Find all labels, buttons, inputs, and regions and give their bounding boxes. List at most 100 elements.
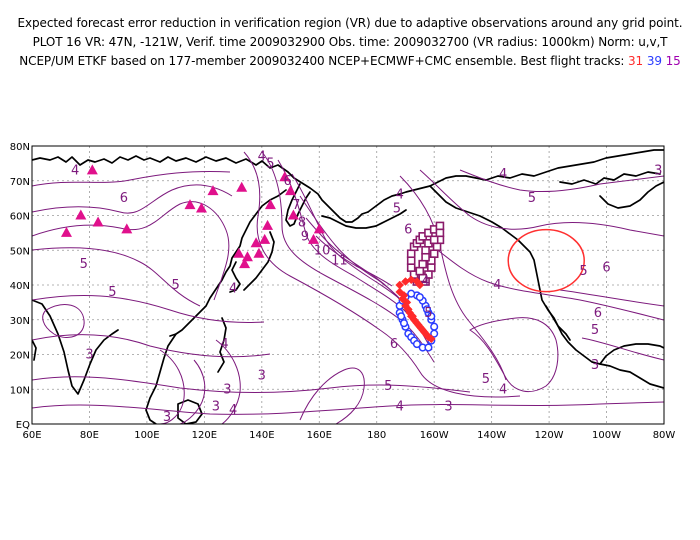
contour-label: 4 (71, 163, 79, 178)
coast-korea (229, 261, 241, 293)
contour-line (32, 294, 265, 323)
raob-triangle (313, 223, 325, 234)
track-red-marker (402, 298, 412, 307)
lon-tick-label: 160W (420, 430, 449, 441)
contour-label: 6 (120, 191, 128, 206)
lon-tick-label: 60E (22, 430, 41, 441)
header-line-1: Expected forecast error reduction in ver… (17, 16, 683, 30)
raob-triangle (287, 209, 299, 220)
contour-label: 10 (314, 243, 331, 258)
track-purple-marker (432, 242, 442, 252)
contour-line (429, 243, 664, 321)
track-purple-marker (429, 249, 439, 259)
contour-line (419, 169, 664, 237)
contour-label: 5 (266, 156, 274, 171)
track-purple-marker (421, 245, 430, 255)
contour-label: 5 (424, 306, 432, 321)
contour-label: 3 (223, 382, 231, 397)
raob-triangle (241, 251, 253, 262)
track-red-marker (399, 291, 409, 300)
raob-triangle (279, 171, 291, 182)
contour-label: 5 (591, 323, 599, 338)
contour-label: 5 (171, 278, 179, 293)
coast-arctic-canada (485, 149, 664, 181)
track-blue-marker (424, 343, 433, 352)
contour-line (215, 339, 241, 424)
contour-line (291, 173, 411, 309)
contour-label: 3 (163, 410, 171, 425)
track-purple-marker (406, 249, 416, 259)
lon-tick-label: 160E (307, 430, 332, 441)
contour-line (32, 334, 271, 358)
contour-line (32, 376, 471, 393)
raob-triangle (285, 185, 297, 196)
contour-line (32, 201, 230, 301)
raob-triangle (184, 199, 196, 210)
raob-triangle (207, 185, 219, 196)
raob-triangle (86, 164, 98, 175)
raob-triangle (250, 237, 262, 248)
track-blue-marker (422, 305, 432, 314)
coast-hudson-bay (599, 181, 664, 209)
coast-borneo (177, 399, 203, 424)
contour-label: 8 (298, 215, 306, 230)
contour-line (32, 247, 201, 307)
coast-japan (243, 231, 275, 291)
lon-tick-label: 140E (249, 430, 274, 441)
contour-label: 4 (220, 337, 228, 352)
coast-kamchatka (285, 183, 311, 227)
coast-west-coast (429, 185, 664, 389)
contour-line (32, 170, 231, 187)
contour-label: 3 (85, 348, 93, 363)
raob-triangle (195, 202, 207, 213)
contour-line (243, 151, 521, 398)
raob-triangle (92, 216, 104, 227)
raob-triangle (264, 199, 276, 210)
track-blue-marker (397, 312, 406, 321)
contour-label: 4 (396, 188, 404, 203)
lat-tick-label: 40N (10, 281, 30, 292)
track-purple-marker (418, 259, 427, 269)
raob-triangle (262, 219, 274, 230)
contour-label: 3 (654, 163, 662, 178)
lat-tick-label: 70N (10, 177, 30, 188)
track-purple-marker (406, 263, 416, 272)
header-line-2: PLOT 16 VR: 47N, -121W, Verif. time 2009… (32, 35, 668, 49)
coast-baja (545, 305, 571, 341)
contour-label: 6 (390, 337, 398, 352)
contour-line (315, 235, 393, 287)
track-purple-label: 15 (665, 54, 681, 68)
coast-gulf-of-mexico (599, 343, 664, 365)
contour-label: 6 (404, 222, 412, 237)
contour-label: 9 (301, 229, 309, 244)
contour-label: 3 (591, 358, 599, 373)
contour-label: 6 (284, 174, 292, 189)
track-purple-marker (406, 256, 416, 265)
lat-tick-label: 30N (10, 316, 30, 327)
track-red-label: 31 (628, 54, 644, 68)
track-purple-marker (435, 221, 445, 231)
lon-tick-label: 180 (367, 430, 386, 441)
lat-tick-label: 60N (10, 212, 30, 223)
coast-alaska (367, 175, 487, 213)
contour-label: 5 (384, 379, 392, 394)
raob-triangle (233, 247, 245, 258)
track-purple-marker (421, 252, 430, 262)
chart-header: Expected forecast error reduction in ver… (0, 14, 700, 71)
contour-label: 5 (528, 191, 536, 206)
graticule (32, 146, 664, 424)
contour-label: 6 (602, 261, 610, 276)
contour-line (459, 169, 664, 193)
contour-label: 5 (393, 202, 401, 217)
lon-tick-label: 100W (592, 430, 621, 441)
track-purple-marker (427, 263, 436, 272)
contour-label: 5 (80, 257, 88, 272)
contour-label: 4 (229, 403, 237, 418)
track-blue-marker (399, 319, 409, 328)
track-purple-marker (429, 235, 439, 245)
contour-label: 5 (579, 264, 587, 279)
raob-triangle (239, 258, 251, 269)
coast-aleutians (321, 209, 407, 229)
